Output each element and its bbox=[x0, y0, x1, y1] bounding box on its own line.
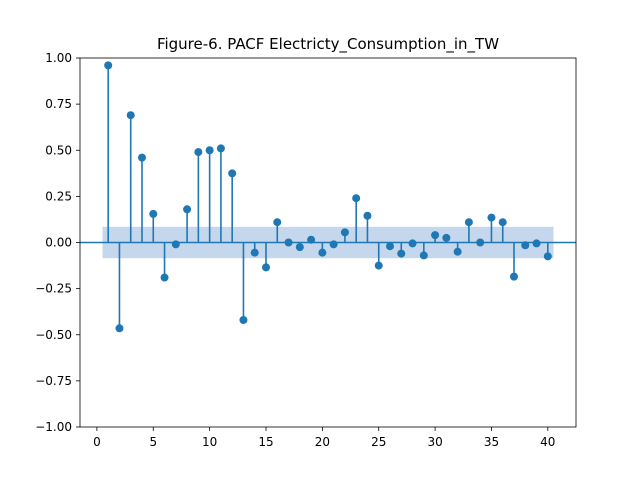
chart-title: Figure-6. PACF Electricty_Consumption_in… bbox=[157, 35, 499, 54]
pacf-point-lag-2 bbox=[115, 324, 124, 333]
pacf-point-lag-19 bbox=[307, 235, 316, 244]
x-tick-label: 15 bbox=[258, 435, 273, 449]
y-tick-label: 0.25 bbox=[45, 189, 72, 203]
pacf-point-lag-13 bbox=[239, 315, 248, 324]
x-tick-label: 5 bbox=[149, 435, 157, 449]
pacf-point-lag-37 bbox=[510, 272, 518, 281]
y-tick-label: 0.75 bbox=[45, 97, 72, 111]
x-tick-label: 0 bbox=[93, 435, 101, 449]
y-tick-label: −0.75 bbox=[35, 374, 72, 388]
pacf-point-lag-15 bbox=[262, 263, 270, 272]
pacf-point-lag-22 bbox=[340, 228, 349, 237]
pacf-point-lag-31 bbox=[442, 233, 451, 242]
pacf-point-lag-28 bbox=[408, 239, 417, 248]
pacf-point-lag-36 bbox=[498, 218, 507, 227]
y-tick-label: 0.00 bbox=[45, 236, 72, 250]
pacf-point-lag-24 bbox=[363, 211, 372, 220]
pacf-point-lag-4 bbox=[138, 153, 146, 162]
x-tick-label: 40 bbox=[540, 435, 555, 449]
pacf-point-lag-10 bbox=[205, 146, 214, 155]
pacf-point-lag-8 bbox=[183, 205, 192, 214]
x-tick-label: 20 bbox=[315, 435, 330, 449]
pacf-point-lag-11 bbox=[216, 144, 225, 153]
pacf-point-lag-7 bbox=[171, 240, 180, 249]
pacf-point-lag-30 bbox=[431, 231, 440, 240]
pacf-point-lag-21 bbox=[329, 240, 338, 249]
pacf-point-lag-12 bbox=[228, 169, 237, 178]
pacf-point-lag-17 bbox=[284, 238, 293, 247]
x-tick-label: 25 bbox=[371, 435, 386, 449]
x-tick-label: 35 bbox=[484, 435, 499, 449]
x-tick-label: 10 bbox=[202, 435, 217, 449]
pacf-point-lag-40 bbox=[543, 252, 552, 261]
pacf-point-lag-27 bbox=[397, 249, 406, 258]
pacf-point-lag-32 bbox=[453, 247, 462, 256]
pacf-point-lag-39 bbox=[532, 239, 541, 248]
pacf-point-lag-23 bbox=[352, 194, 361, 203]
pacf-point-lag-38 bbox=[521, 241, 530, 250]
pacf-point-lag-25 bbox=[374, 261, 383, 270]
pacf-point-lag-18 bbox=[295, 243, 304, 252]
pacf-point-lag-34 bbox=[476, 238, 485, 247]
x-tick-label: 30 bbox=[427, 435, 442, 449]
pacf-point-lag-29 bbox=[419, 251, 428, 260]
pacf-point-lag-9 bbox=[194, 148, 203, 157]
pacf-point-lag-35 bbox=[487, 213, 496, 222]
pacf-point-lag-6 bbox=[160, 273, 169, 282]
y-tick-label: −1.00 bbox=[35, 420, 72, 434]
pacf-point-lag-20 bbox=[318, 248, 327, 257]
y-axis-ticks: 1.00 0.75 0.50 0.25 0.00 −0.25 −0.50 −0.75 −1.00 bbox=[35, 51, 80, 434]
pacf-point-lag-5 bbox=[149, 209, 158, 218]
pacf-point-lag-1 bbox=[104, 61, 113, 70]
marker-layer bbox=[104, 61, 552, 333]
pacf-point-lag-26 bbox=[386, 242, 394, 251]
y-tick-label: 0.50 bbox=[45, 143, 72, 157]
x-axis-ticks: 0 5 10 15 20 25 30 35 40 bbox=[93, 427, 555, 449]
y-tick-label: −0.25 bbox=[35, 282, 72, 296]
pacf-point-lag-14 bbox=[250, 248, 259, 257]
y-tick-label: 1.00 bbox=[45, 51, 72, 65]
y-tick-label: −0.50 bbox=[35, 328, 72, 342]
pacf-point-lag-16 bbox=[273, 218, 282, 227]
pacf-point-lag-3 bbox=[126, 111, 135, 120]
pacf-point-lag-33 bbox=[464, 218, 473, 227]
